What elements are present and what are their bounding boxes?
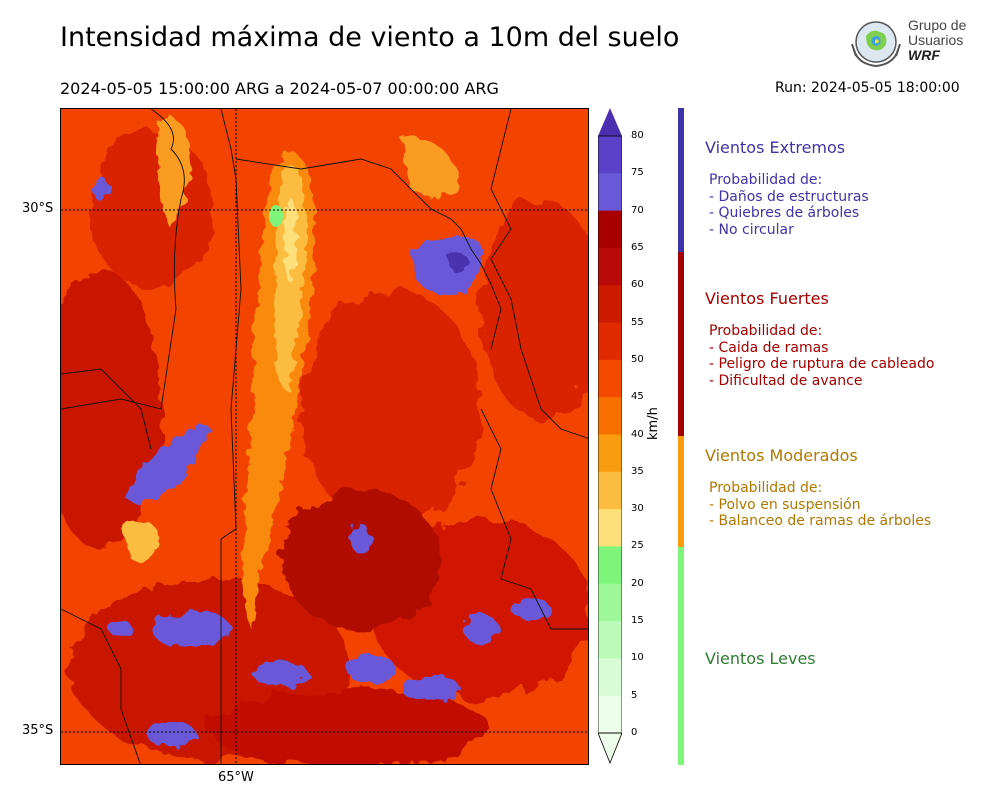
province-borders [61,109,588,764]
colorbar-cell [598,322,622,361]
category-moderate: Vientos Moderados Probabilidad de: - Pol… [705,446,931,530]
field-extreme [93,177,551,746]
colorbar-cell [598,136,622,174]
category-line: Probabilidad de: [709,323,823,339]
colorbar-tick-label: 75 [631,167,644,179]
colorbar-cell [598,247,622,286]
colorbar-tick-label: 80 [631,130,644,141]
colorbar-unit: km/h [646,407,661,440]
field-moderate [121,117,461,629]
colorbar-extend-top [598,108,622,136]
colorbar-tick-label: 0 [631,727,638,738]
category-body: Probabilidad de: - Daños de estructuras … [709,172,869,238]
field-dark-red [61,129,588,764]
colorbar-cell [598,434,622,473]
colorbar-tick-label: 60 [631,279,644,291]
colorbar-cell [598,546,622,585]
category-body: Probabilidad de: - Caida de ramas - Peli… [709,323,934,389]
colorbar-tick-label: 70 [631,204,644,216]
category-title: Vientos Extremos [705,138,846,157]
colorbar-tick-label: 65 [631,241,644,253]
wind-field [61,109,588,764]
colorbar-cell [598,359,622,398]
category-strong: Vientos Fuertes Probabilidad de: - Caida… [705,289,934,389]
category-line: - Polvo en suspensión [709,496,861,513]
colorbar-tick-label: 15 [631,615,644,627]
category-light: Vientos Leves [705,649,816,668]
colorbar-extend-bottom [598,732,622,765]
colorbar-tick-label: 40 [631,428,644,440]
category-line: - Daños de estructuras [709,188,869,205]
globe-logo-icon [851,21,901,68]
map-title: Intensidad máxima de viento a 10m del su… [60,22,680,53]
category-line: - Caida de ramas [709,339,829,356]
colorbar-frame [598,135,622,734]
colorbar-tick-label: 35 [631,465,644,477]
category-extreme: Vientos Extremos Probabilidad de: - Daño… [705,138,869,238]
colorbar-cell [598,695,622,734]
colorbar-tick-label: 55 [631,316,644,328]
category-body: Probabilidad de: - Polvo en suspensión -… [709,480,931,530]
legend-bar-extreme [678,108,684,252]
graticule [61,109,588,764]
category-line: - Balanceo de ramas de árboles [709,513,932,529]
colorbar-tick-label: 10 [631,652,644,664]
logo-line-3: WRF [908,47,940,63]
category-line: - Dificultad de avance [709,372,863,389]
colorbar-cell [598,621,622,659]
category-line: Probabilidad de: [709,172,823,188]
colorbar-tick-label: 25 [631,540,644,552]
colorbar-tick-label: 30 [631,503,644,515]
category-line: - Quiebres de árboles [709,205,860,221]
colorbar [598,108,622,765]
colorbar-tick-label: 45 [631,391,644,403]
run-timestamp: Run: 2024-05-05 18:00:00 [775,80,960,96]
category-title: Vientos Fuertes [705,289,829,308]
colorbar-tick-label: 50 [631,353,644,365]
colorbar-tick-label: 5 [631,689,638,701]
lon-label-65w: 65°W [218,770,254,785]
category-line: Probabilidad de: [709,480,823,496]
logo-line-1: Grupo de [908,17,967,33]
colorbar-cell [598,471,622,510]
colorbar-cell [598,658,622,697]
logo-text: Grupo de Usuarios WRF [908,18,966,63]
colorbar-cell [598,583,622,622]
wind-speed-map [60,108,589,765]
colorbar-cell [598,210,622,249]
category-line: - No circular [709,221,794,238]
category-line: - Peligro de ruptura de cableado [709,356,935,372]
category-title: Vientos Leves [705,649,816,668]
colorbar-cell [598,509,622,547]
colorbar-cell [598,285,622,324]
legend-bar-moderate [678,436,684,547]
lat-label-30s: 30°S [22,201,54,216]
colorbar-tick-label: 20 [631,577,644,589]
colorbar-cell [598,173,622,212]
legend-bar-light [678,547,684,765]
green-spot [269,205,283,227]
colorbar-cell [598,397,622,435]
legend-bar-strong [678,252,684,436]
forecast-period: 2024-05-05 15:00:00 ARG a 2024-05-07 00:… [60,79,499,98]
lat-label-35s: 35°S [22,723,54,738]
wrf-logo: Grupo de Usuarios WRF [848,16,978,72]
category-title: Vientos Moderados [705,446,858,465]
logo-line-2: Usuarios [908,32,964,48]
